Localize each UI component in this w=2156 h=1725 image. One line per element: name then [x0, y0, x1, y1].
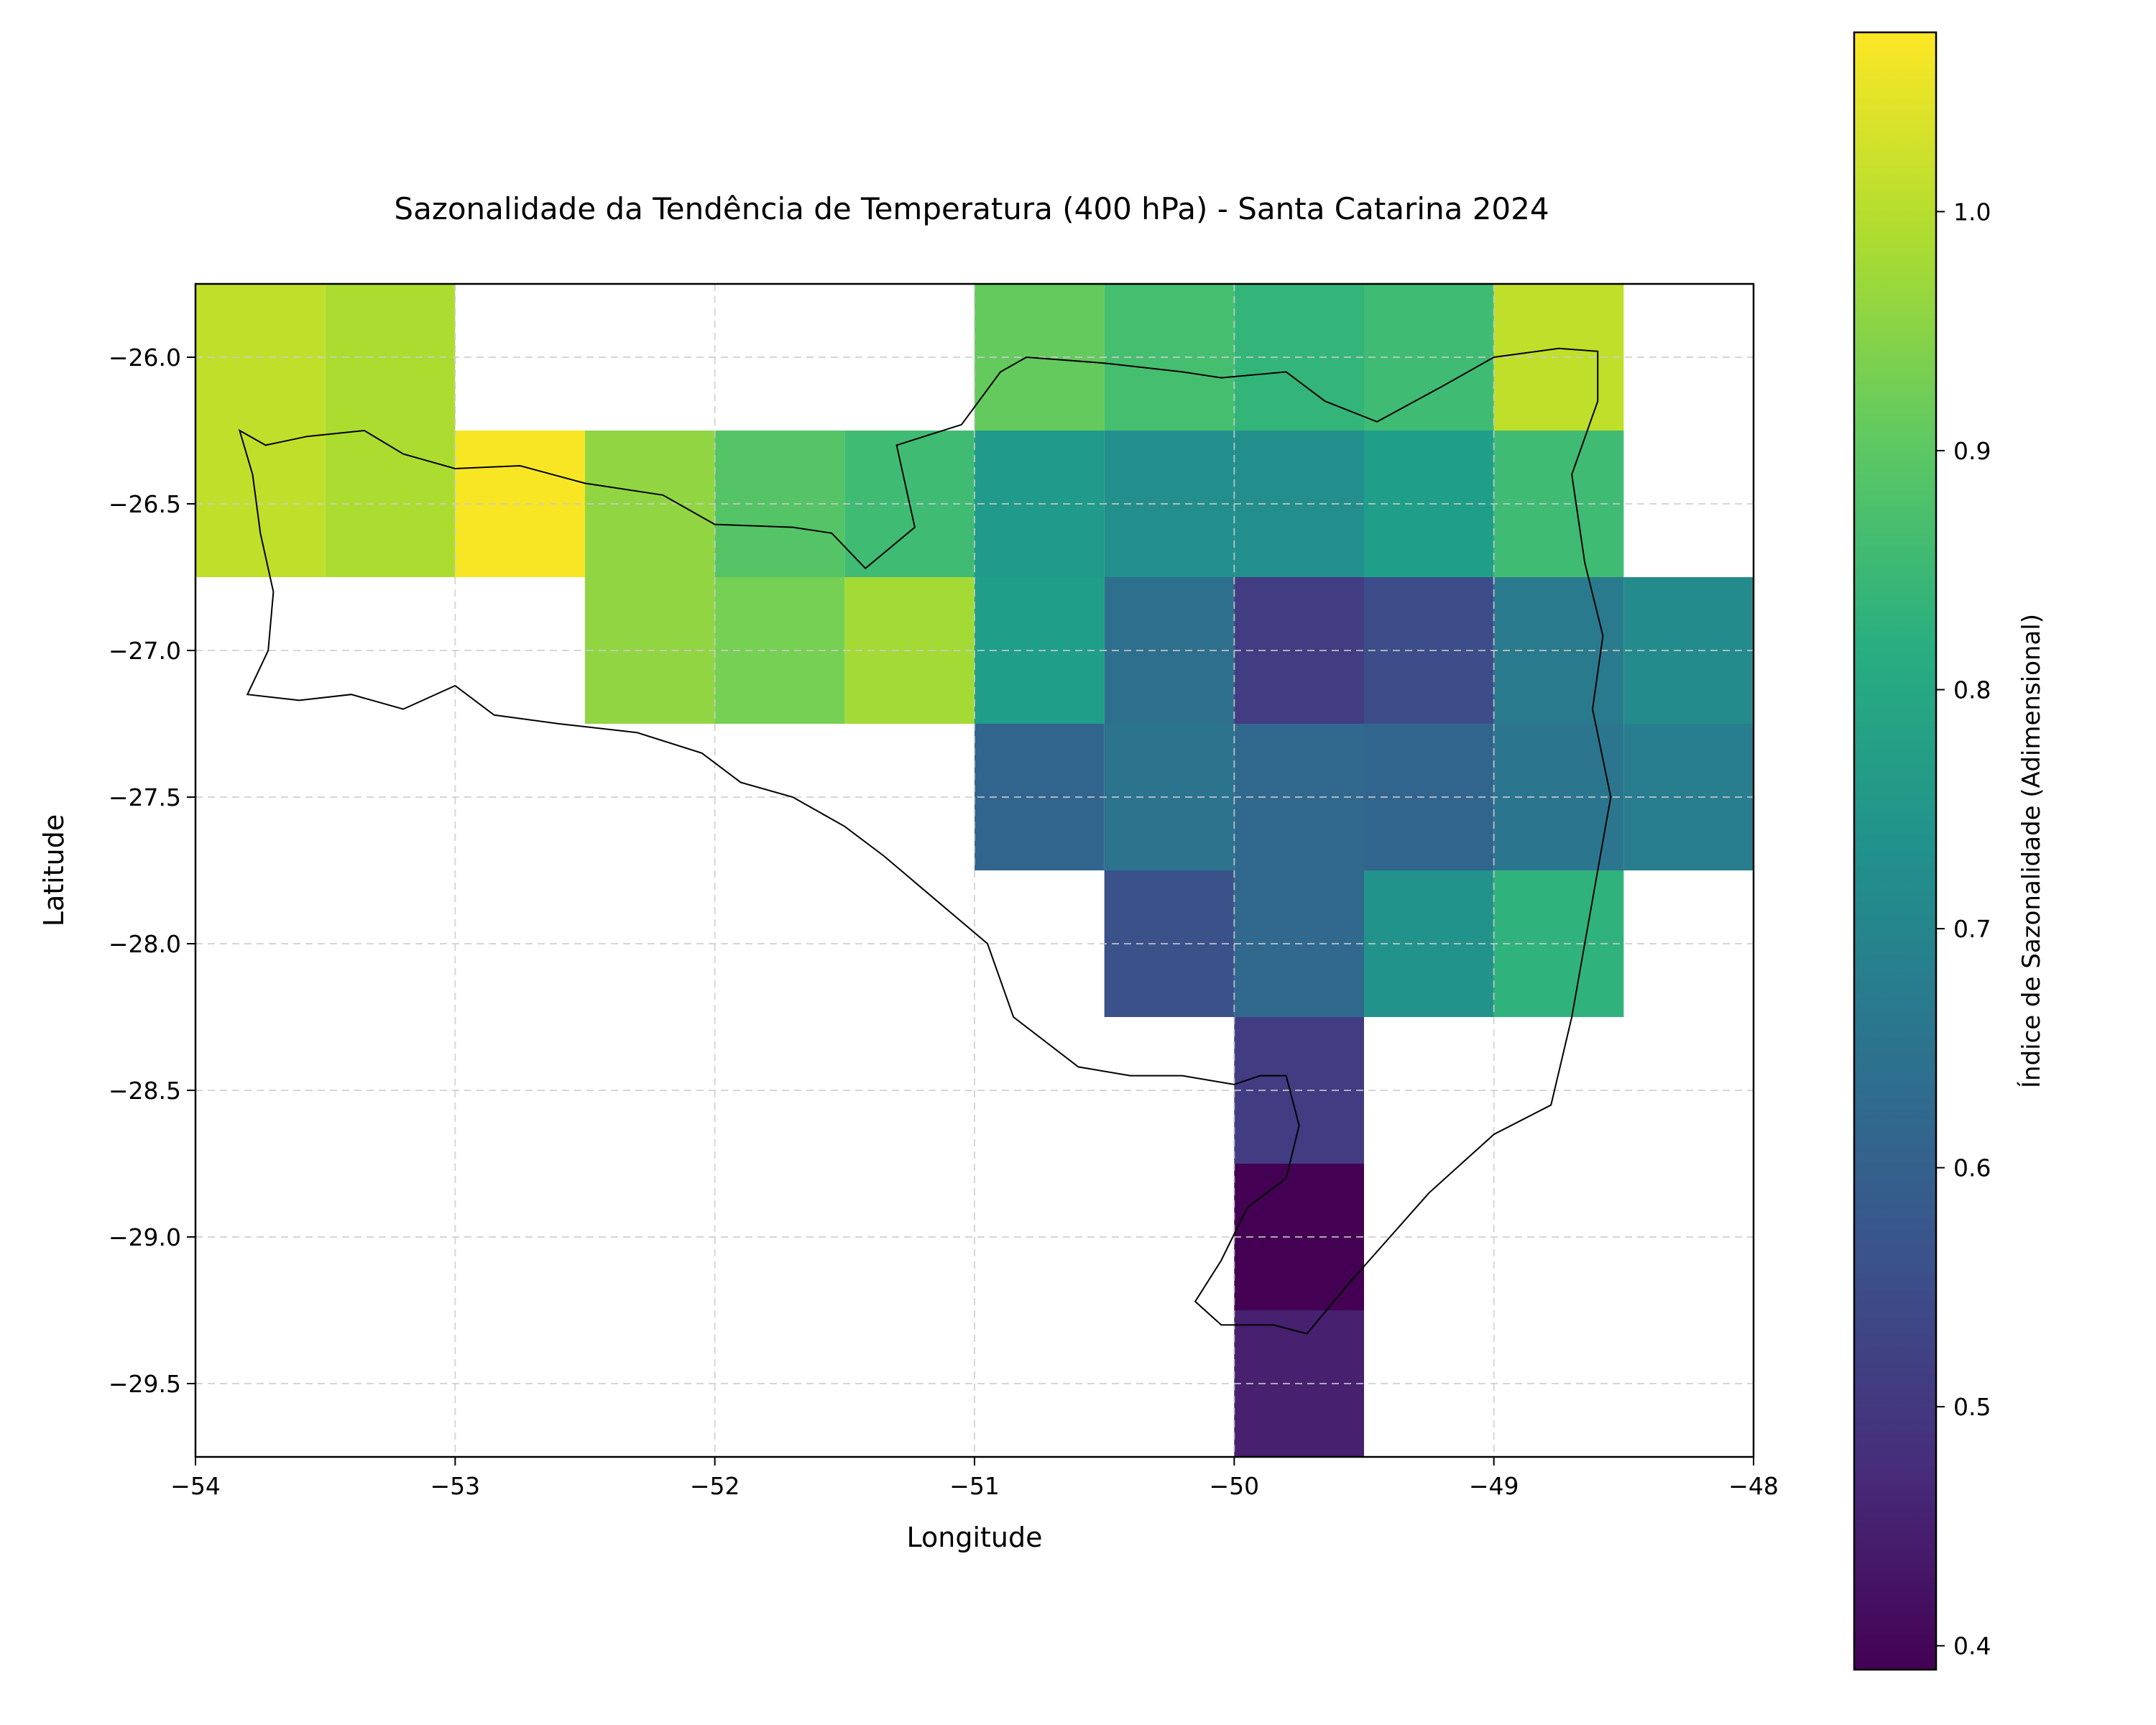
x-tick-label: −49 — [1469, 1472, 1519, 1500]
y-tick-label: −27.5 — [109, 783, 181, 811]
y-tick-label: −27.0 — [109, 637, 181, 665]
y-tick-label: −28.0 — [109, 930, 181, 958]
colorbar-tick-label: 0.5 — [1953, 1393, 1991, 1421]
plot-area — [194, 282, 1755, 1458]
x-axis-ticks: −54 −53 −52 −51 −50 −49 −48 — [170, 1457, 1779, 1500]
colorbar-tick-label: 0.8 — [1953, 676, 1991, 704]
y-axis-ticks: −26.0 −26.5 −27.0 −27.5 −28.0 −28.5 −29.0 −29.5 — [109, 344, 195, 1398]
y-tick-label: −29.0 — [109, 1223, 181, 1251]
x-axis-label: Longitude — [907, 1522, 1043, 1553]
x-tick-label: −52 — [690, 1472, 740, 1500]
colorbar-tick-label: 0.6 — [1953, 1154, 1991, 1182]
colorbar-tick-label: 1.0 — [1953, 198, 1991, 226]
colorbar-label: Índice de Sazonalidade (Adimensional) — [2017, 614, 2046, 1088]
x-tick-label: −51 — [949, 1472, 1000, 1500]
colorbar-tick-label: 0.7 — [1953, 915, 1991, 943]
colorbar-ticks: 0.4 0.5 0.6 0.7 0.8 0.9 1.0 — [1936, 198, 1991, 1660]
y-tick-label: −28.5 — [109, 1077, 181, 1105]
colorbar-gradient — [1853, 31, 1938, 1671]
y-tick-label: −26.0 — [109, 344, 181, 372]
x-tick-label: −53 — [430, 1472, 481, 1500]
x-tick-label: −54 — [170, 1472, 221, 1500]
colorbar-tick-label: 0.4 — [1953, 1632, 1991, 1660]
state-boundary-outline — [238, 347, 1612, 1335]
x-tick-label: −48 — [1728, 1472, 1779, 1500]
x-tick-label: −50 — [1210, 1472, 1260, 1500]
colorbar-tick-label: 0.9 — [1953, 437, 1991, 465]
y-tick-label: −26.5 — [109, 490, 181, 518]
chart-title: Sazonalidade da Tendência de Temperatura… — [394, 191, 1549, 226]
y-tick-label: −29.5 — [109, 1370, 181, 1398]
colorbar: 0.4 0.5 0.6 0.7 0.8 0.9 1.0 Índice de Sazonali… — [1853, 31, 2046, 1671]
y-axis-label: Latitude — [38, 814, 70, 926]
